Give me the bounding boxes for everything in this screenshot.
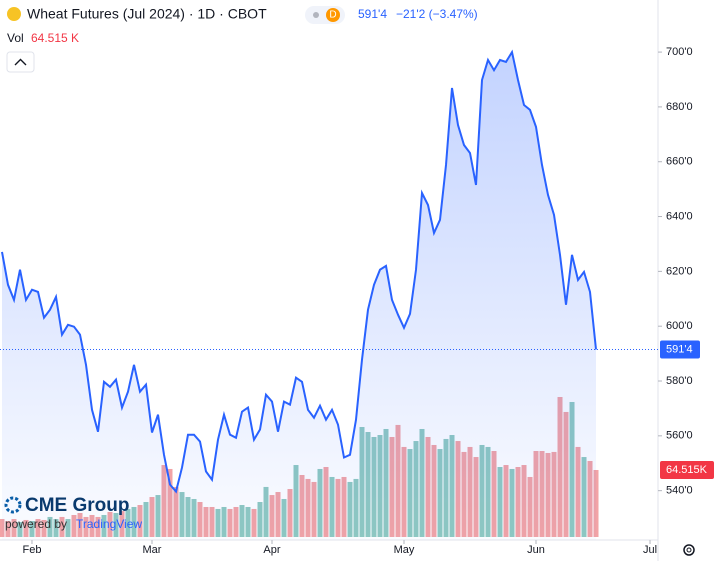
x-tick-label: Apr — [263, 544, 280, 556]
powered-by: powered by — [5, 517, 67, 531]
y-tick-label: 660'0 — [666, 156, 693, 168]
y-tick-label: 620'0 — [666, 265, 693, 277]
badge-circle — [326, 8, 340, 22]
symbol-title: Wheat Futures (Jul 2024) · 1D · CBOT — [27, 6, 267, 22]
logo-mark — [4, 496, 22, 514]
price-area — [1, 52, 597, 540]
badge: D — [329, 10, 336, 21]
tradingview: TradingView — [76, 517, 142, 531]
x-tick-label: May — [394, 544, 415, 556]
y-tick-label: 600'0 — [666, 320, 693, 332]
cme-logo: CME Group powered by TradingView — [4, 495, 142, 531]
y-tick-label: 560'0 — [666, 430, 693, 442]
badge-dot — [313, 12, 319, 18]
last-price: 591'4 — [358, 7, 387, 21]
price-line — [1, 49, 597, 494]
settings-icon[interactable] — [683, 544, 695, 556]
change: −21'2 (−3.47%) — [396, 7, 478, 21]
vol-title: Vol — [7, 31, 24, 45]
vol-box — [660, 460, 714, 479]
x-tick-label: Jul — [643, 544, 657, 556]
symbol-icon — [7, 7, 21, 21]
y-tick-label: 700'0 — [666, 46, 693, 58]
vol-value: 64.515 K — [31, 31, 79, 45]
vol-label: 64.515K — [666, 464, 708, 476]
collapse-button[interactable] — [6, 51, 35, 73]
volume-bar — [593, 469, 599, 537]
x-tick-label: Mar — [143, 544, 162, 556]
y-tick-label: 540'0 — [666, 485, 693, 497]
y-tick-label: 580'0 — [666, 375, 693, 387]
settings-icon-inner — [686, 547, 692, 553]
x-tick-label: Feb — [22, 544, 41, 556]
collapse-icon — [14, 58, 27, 66]
last-price-box — [660, 340, 700, 359]
logo-text: CME Group — [25, 495, 130, 516]
last-price-label: 591'4 — [666, 343, 693, 355]
x-tick-label: Jun — [527, 544, 545, 556]
y-tick-label: 680'0 — [666, 101, 693, 113]
y-tick-label: 640'0 — [666, 210, 693, 222]
